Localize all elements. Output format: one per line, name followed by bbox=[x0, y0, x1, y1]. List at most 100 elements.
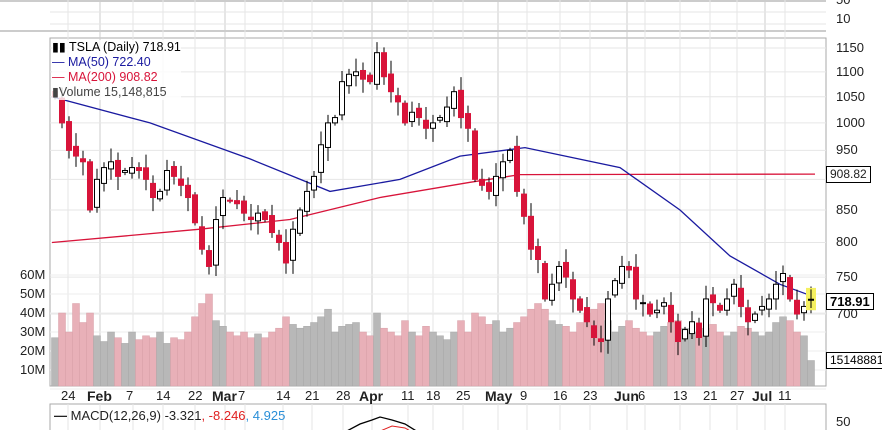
candle-body bbox=[227, 199, 233, 202]
last-volume-tag: 15148881 bbox=[826, 352, 882, 369]
date-label: 14 bbox=[276, 388, 291, 403]
candle-body bbox=[752, 313, 758, 321]
volume-bar bbox=[401, 320, 409, 387]
candle-body bbox=[444, 106, 450, 123]
volume-bar bbox=[527, 308, 535, 387]
legend-ma200: — MA(200) 908.82 bbox=[52, 70, 158, 84]
volume-bar bbox=[366, 335, 374, 387]
volume-bar bbox=[751, 331, 759, 387]
volume-bar bbox=[807, 360, 815, 387]
candle-body bbox=[500, 161, 506, 179]
volume-bar bbox=[436, 335, 444, 387]
candle-body bbox=[115, 159, 121, 177]
volume-bar bbox=[415, 335, 423, 387]
candle-body bbox=[780, 273, 786, 283]
candle-body bbox=[143, 167, 149, 180]
candle-body bbox=[570, 279, 576, 300]
candle-body bbox=[192, 194, 198, 224]
candle-body bbox=[577, 298, 583, 311]
candle-body bbox=[80, 158, 86, 163]
candle-body bbox=[262, 211, 268, 221]
candle-body bbox=[724, 298, 730, 311]
candle-body bbox=[255, 212, 261, 222]
candle-body bbox=[129, 167, 135, 174]
volume-bar bbox=[548, 320, 556, 387]
candle-body bbox=[556, 265, 562, 284]
price-tick: 950 bbox=[836, 142, 858, 158]
volume-bar bbox=[275, 327, 283, 387]
candle-body bbox=[332, 117, 338, 124]
volume-tick: 50M bbox=[20, 286, 46, 301]
candle-body bbox=[605, 298, 611, 341]
volume-bar bbox=[107, 331, 115, 387]
volume-bar bbox=[317, 316, 325, 387]
volume-bar bbox=[352, 322, 360, 387]
candle-body bbox=[241, 200, 247, 214]
volume-bar bbox=[240, 331, 248, 387]
candle-body bbox=[626, 265, 632, 271]
macd-tick: 50 bbox=[836, 414, 851, 429]
volume-bar bbox=[114, 337, 122, 387]
date-label: 13 bbox=[673, 388, 688, 403]
volume-bar bbox=[625, 320, 633, 387]
candle-body bbox=[535, 246, 541, 260]
date-label: 14 bbox=[156, 388, 171, 403]
volume-bar bbox=[310, 322, 318, 387]
volume-bar bbox=[772, 322, 780, 387]
candle-body bbox=[745, 307, 751, 323]
volume-tick: 40M bbox=[20, 305, 46, 320]
volume-icon: ▮ bbox=[52, 85, 59, 99]
candle-body bbox=[269, 215, 275, 234]
candle-body bbox=[283, 241, 289, 264]
volume-bar bbox=[233, 335, 241, 387]
volume-bar bbox=[338, 326, 346, 387]
candle-body bbox=[465, 113, 471, 129]
macd-line bbox=[347, 416, 416, 430]
candle-body bbox=[290, 228, 296, 261]
candle-body bbox=[682, 329, 688, 340]
volume-bar bbox=[709, 324, 717, 387]
volume-bar bbox=[569, 331, 577, 387]
candle-body bbox=[542, 263, 548, 300]
volume-bar bbox=[716, 331, 724, 387]
candle-body bbox=[248, 216, 254, 221]
candle-body bbox=[395, 95, 401, 103]
candle-body bbox=[157, 190, 163, 200]
date-label: Mar bbox=[212, 388, 237, 404]
volume-bar bbox=[443, 339, 451, 387]
candle-body bbox=[717, 304, 723, 311]
volume-bar bbox=[296, 327, 304, 387]
candle-body bbox=[549, 283, 555, 301]
volume-bar bbox=[163, 343, 171, 387]
date-label: 11 bbox=[401, 388, 415, 403]
volume-bar bbox=[58, 312, 66, 387]
candle-body bbox=[451, 91, 457, 109]
volume-bar bbox=[422, 326, 430, 387]
candle-body bbox=[339, 81, 345, 116]
volume-tick: 20M bbox=[20, 343, 46, 358]
candle-body bbox=[584, 307, 590, 323]
volume-bar bbox=[555, 324, 563, 387]
volume-bar bbox=[184, 331, 192, 387]
candle-body bbox=[220, 197, 226, 217]
volume-bar bbox=[380, 327, 388, 387]
candle-body bbox=[633, 266, 639, 300]
candle-body bbox=[675, 321, 681, 343]
candle-body bbox=[794, 299, 800, 315]
candle-body bbox=[353, 71, 359, 77]
volume-bar bbox=[485, 324, 493, 387]
candle-body bbox=[423, 119, 429, 129]
candle-body bbox=[612, 280, 618, 296]
candle-body bbox=[766, 298, 772, 310]
candle-body bbox=[367, 74, 373, 83]
candle-body bbox=[486, 182, 492, 192]
candle-body bbox=[136, 167, 142, 172]
volume-bar bbox=[226, 331, 234, 387]
top-tick: 10 bbox=[836, 11, 851, 26]
date-label: 21 bbox=[703, 388, 718, 403]
price-tick: 1000 bbox=[836, 114, 865, 130]
candle-body bbox=[647, 303, 653, 315]
volume-bar bbox=[254, 333, 262, 387]
volume-bar bbox=[471, 312, 479, 387]
volume-bar bbox=[779, 316, 787, 387]
